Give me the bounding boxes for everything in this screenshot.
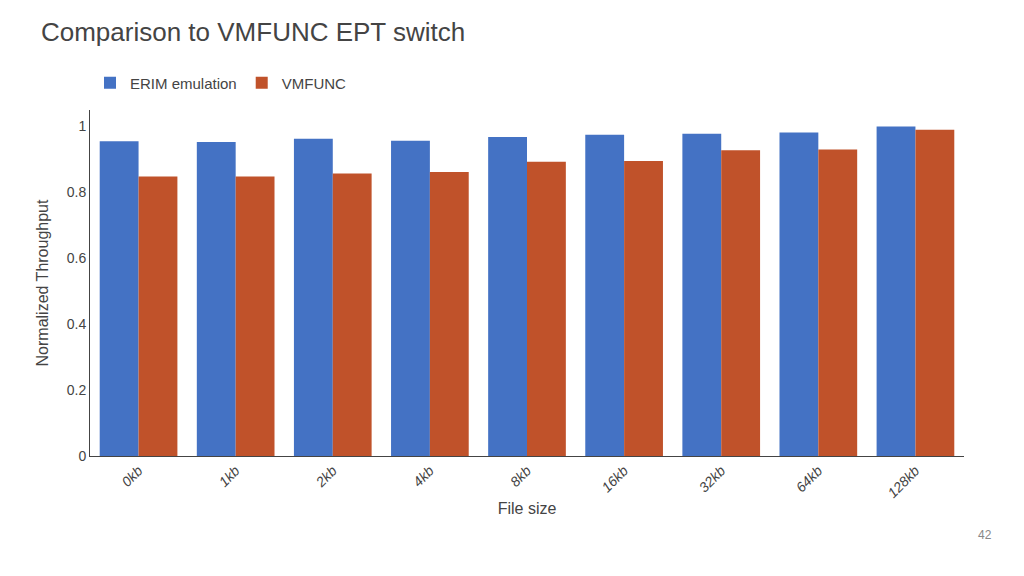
svg-text:64kb: 64kb xyxy=(793,462,826,495)
svg-text:42: 42 xyxy=(978,528,992,542)
svg-text:Comparison to VMFUNC EPT switc: Comparison to VMFUNC EPT switch xyxy=(41,17,465,47)
svg-text:0.2: 0.2 xyxy=(67,382,87,398)
svg-text:8kb: 8kb xyxy=(507,462,534,489)
svg-text:4kb: 4kb xyxy=(410,462,437,489)
svg-text:32kb: 32kb xyxy=(696,462,729,495)
svg-text:File size: File size xyxy=(498,500,557,517)
svg-text:16kb: 16kb xyxy=(598,462,631,495)
svg-text:0.6: 0.6 xyxy=(67,250,87,266)
svg-text:1: 1 xyxy=(78,118,86,134)
svg-text:2kb: 2kb xyxy=(312,462,340,490)
svg-text:1kb: 1kb xyxy=(215,462,242,489)
svg-text:ERIM emulation: ERIM emulation xyxy=(130,75,237,92)
svg-text:0: 0 xyxy=(78,448,86,464)
svg-text:VMFUNC: VMFUNC xyxy=(282,75,346,92)
svg-text:128kb: 128kb xyxy=(884,462,922,500)
svg-text:Normalized Throughput: Normalized Throughput xyxy=(34,199,51,366)
svg-text:0.4: 0.4 xyxy=(67,316,87,332)
svg-text:0kb: 0kb xyxy=(118,462,145,489)
svg-text:0.8: 0.8 xyxy=(67,184,87,200)
